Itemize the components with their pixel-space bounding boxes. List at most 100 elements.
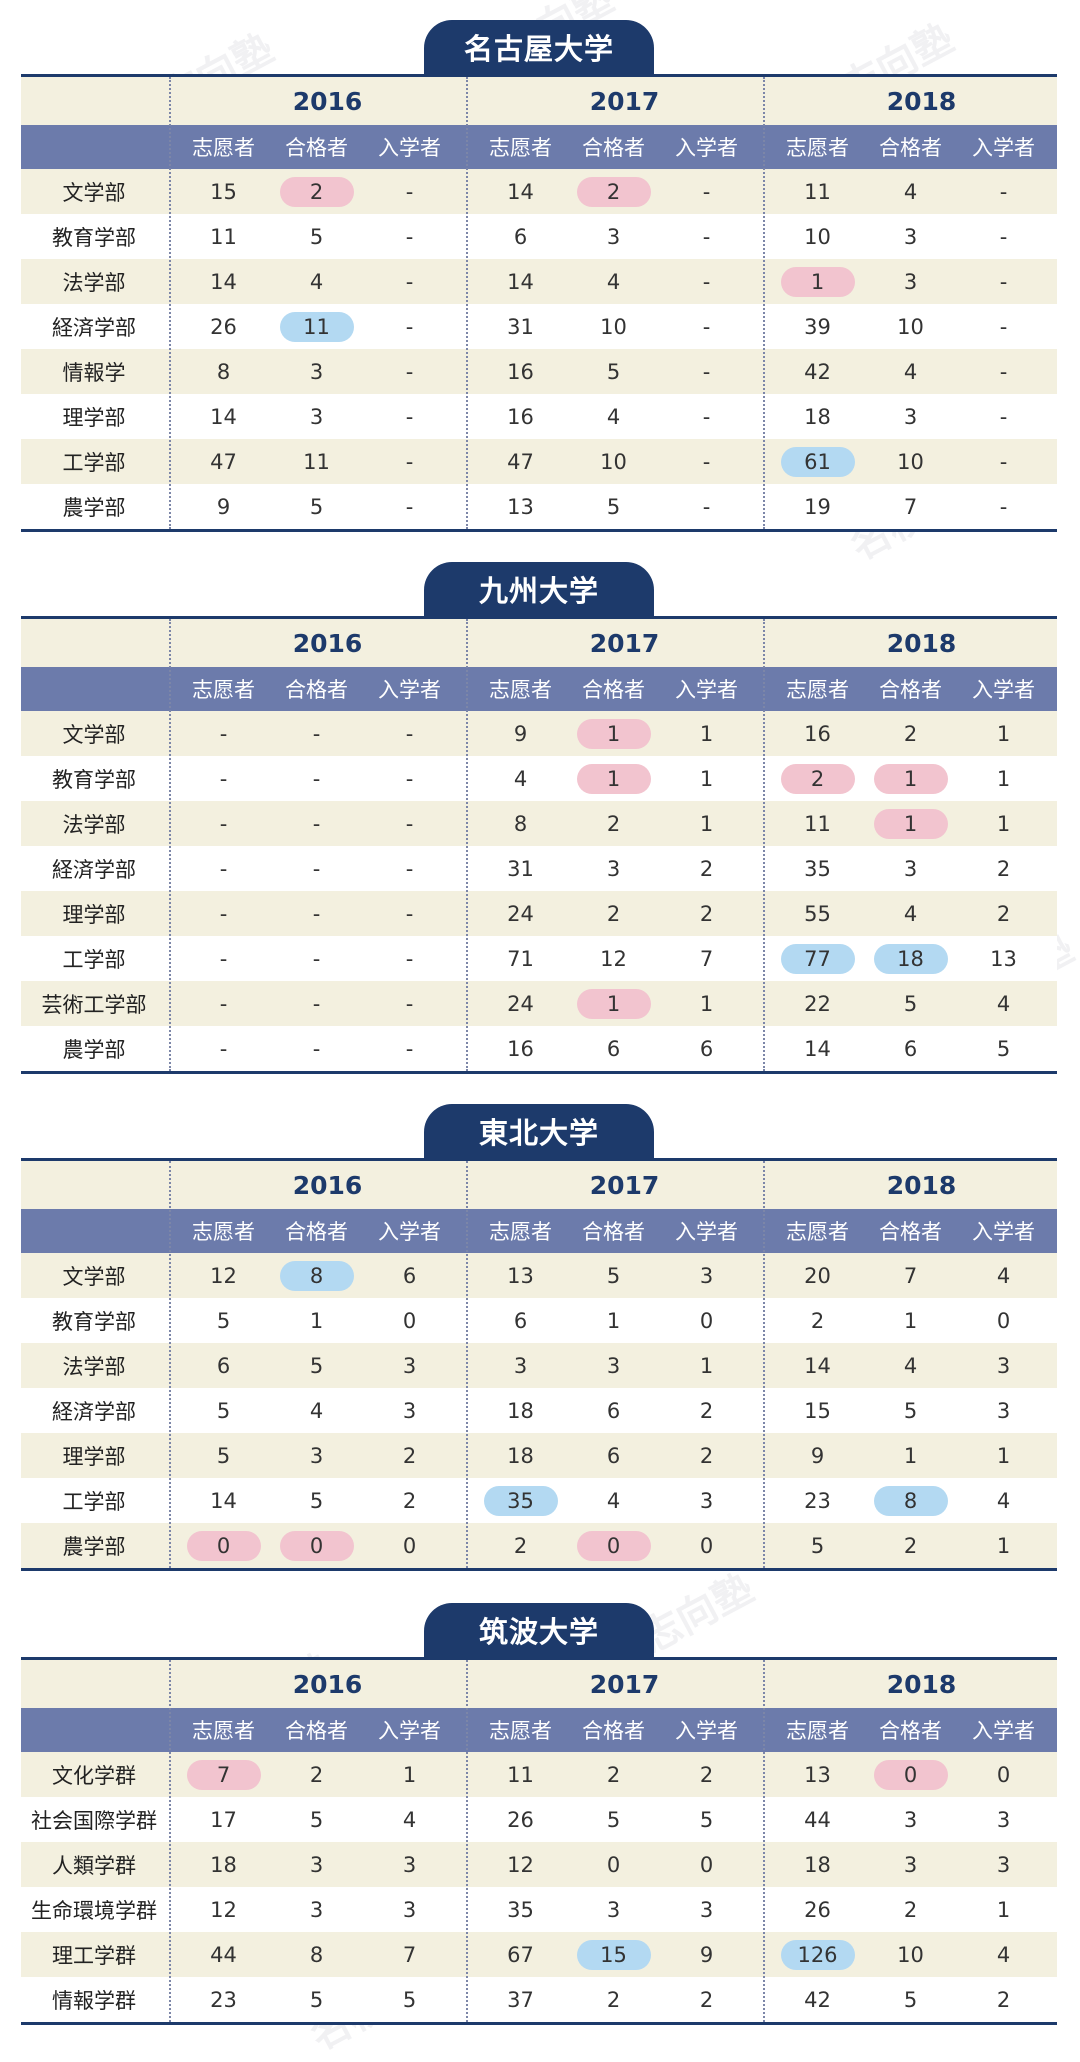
table-cell: 4: [903, 1353, 918, 1378]
highlight-pill-pink: 2: [576, 176, 651, 207]
university-title-wrap: 九州大学: [21, 562, 1057, 616]
table-cell: 24: [507, 991, 534, 1016]
faculty-label: 文学部: [62, 722, 126, 747]
table-cell: 12: [210, 1263, 237, 1288]
table-cell: 18: [864, 936, 957, 981]
table-cell: -: [999, 179, 1008, 204]
highlight-pill-pink: 0: [186, 1530, 261, 1561]
table-cell: 2: [513, 1533, 528, 1558]
table-cell: -: [702, 269, 711, 294]
table-cell: 14: [210, 404, 237, 429]
table-row: 文学部 - - - 9 1 1 16 2 1: [21, 711, 1057, 756]
table-cell: 0: [402, 1533, 417, 1558]
table-cell: 71: [507, 946, 534, 971]
column-header: 志愿者: [489, 1719, 552, 1743]
highlight-pill-pink: 1: [873, 808, 948, 839]
table-cell: 3: [699, 1263, 714, 1288]
year-label: 2016: [292, 86, 363, 116]
table-cell: 1: [606, 1308, 621, 1333]
year-label: 2018: [886, 1669, 957, 1699]
table-cell: 2: [699, 901, 714, 926]
table-cell: 13: [990, 946, 1017, 971]
table-cell: -: [312, 991, 321, 1016]
table-cell: 2: [309, 1762, 324, 1787]
table-cell: -: [405, 314, 414, 339]
table-row: 理工学群 44 8 7 67 15 9 126 10 4: [21, 1932, 1057, 1977]
faculty-label: 工学部: [62, 947, 126, 972]
table-cell: 35: [804, 856, 831, 881]
university-table: 名古屋大学 2016 2017 2018 志愿者 合格者 入学者 志愿者 合格者 入学者 志愿者 合格…: [21, 20, 1057, 532]
table-cell: 14: [210, 269, 237, 294]
year-label: 2017: [589, 1669, 660, 1699]
table-cell: 1: [996, 811, 1011, 836]
table-row: 情報学 8 3 - 16 5 - 42 4 -: [21, 349, 1057, 394]
column-divider: [763, 619, 765, 1071]
table-cell: 3: [699, 1897, 714, 1922]
table-cell: -: [312, 856, 321, 881]
table-cell: 1: [567, 756, 660, 801]
table-cell: -: [405, 359, 414, 384]
table-cell: 7: [903, 494, 918, 519]
table-cell: 3: [606, 856, 621, 881]
table-cell: 2: [699, 1443, 714, 1468]
faculty-label: 法学部: [62, 1354, 126, 1379]
table-cell: 26: [210, 314, 237, 339]
table-cell: 0: [699, 1533, 714, 1558]
faculty-label: 文学部: [62, 180, 126, 205]
column-header: 入学者: [378, 678, 441, 702]
year-label: 2017: [589, 628, 660, 658]
table-cell: -: [999, 269, 1008, 294]
faculty-label: 教育学部: [52, 1309, 136, 1334]
column-header: 志愿者: [489, 1220, 552, 1244]
table-cell: 4: [903, 179, 918, 204]
table-cell: 10: [897, 449, 924, 474]
table-cell: 3: [402, 1852, 417, 1877]
top-rule: [21, 1158, 1057, 1161]
table-cell: 4: [606, 269, 621, 294]
table-cell: 3: [903, 404, 918, 429]
table-row: 人類学群 18 3 3 12 0 0 18 3 3: [21, 1842, 1057, 1887]
column-header: 志愿者: [192, 678, 255, 702]
year-header-row: 2016 2017 2018: [21, 1161, 1057, 1209]
table-cell: 24: [507, 901, 534, 926]
column-header: 入学者: [675, 1220, 738, 1244]
year-label: 2018: [886, 1170, 957, 1200]
faculty-label: 理工学群: [52, 1943, 136, 1968]
faculty-label: 法学部: [62, 812, 126, 837]
table-cell: 3: [903, 856, 918, 881]
year-header-row: 2016 2017 2018: [21, 1660, 1057, 1708]
year-label: 2017: [589, 86, 660, 116]
faculty-label: 教育学部: [52, 225, 136, 250]
table-cell: 12: [210, 1897, 237, 1922]
column-divider: [466, 1161, 468, 1568]
table-cell: 5: [309, 1807, 324, 1832]
bottom-rule: [21, 2022, 1057, 2025]
year-header-row: 2016 2017 2018: [21, 77, 1057, 125]
table-cell: 8: [270, 1253, 363, 1298]
table-cell: 2: [402, 1443, 417, 1468]
highlight-pill-blue: 77: [780, 943, 855, 974]
table-cell: 15: [567, 1932, 660, 1977]
highlight-pill-pink: 1: [576, 988, 651, 1019]
table-row: 法学部 - - -8 2 1 11 1 1: [21, 801, 1057, 846]
table-cell: 9: [810, 1443, 825, 1468]
table-row: 文化学群 7 2 1 11 2 2 13 0 0: [21, 1752, 1057, 1797]
faculty-label: 文学部: [62, 1264, 126, 1289]
highlight-pill-blue: 61: [780, 446, 855, 477]
table-cell: -: [405, 224, 414, 249]
table-cell: 6: [606, 1443, 621, 1468]
highlight-pill-blue: 126: [780, 1939, 855, 1970]
table-cell: 11: [270, 304, 363, 349]
table-row: 文学部 12 8 6 13 5 3 20 7 4: [21, 1253, 1057, 1298]
table-cell: 4: [513, 766, 528, 791]
table-cell: 0: [864, 1752, 957, 1797]
table-row: 教育学部 5 1 0 6 1 0 2 1 0: [21, 1298, 1057, 1343]
column-header-row: 志愿者 合格者 入学者 志愿者 合格者 入学者 志愿者 合格者 入学者: [21, 1209, 1057, 1253]
table-cell: 5: [996, 1036, 1011, 1061]
column-header: 志愿者: [786, 1220, 849, 1244]
table-cell: 13: [507, 1263, 534, 1288]
top-rule: [21, 616, 1057, 619]
table-cell: 9: [513, 721, 528, 746]
table-cell: 18: [210, 1852, 237, 1877]
table-cell: 5: [309, 1987, 324, 2012]
